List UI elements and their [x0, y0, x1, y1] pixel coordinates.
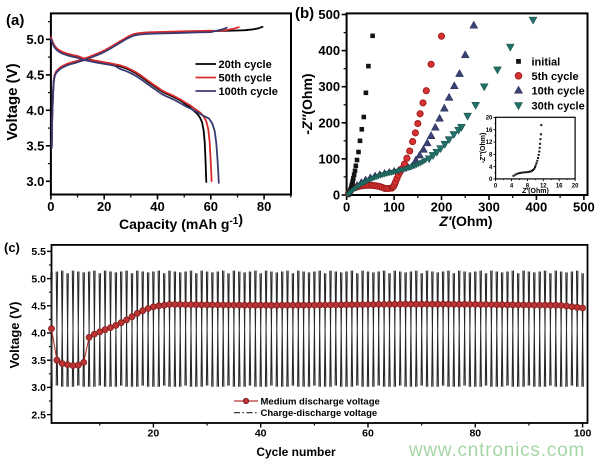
svg-text:80: 80 — [469, 428, 481, 440]
svg-text:100th cycle: 100th cycle — [219, 86, 278, 98]
svg-text:200: 200 — [318, 115, 340, 130]
svg-text:3.0: 3.0 — [31, 382, 46, 394]
svg-text:300: 300 — [318, 79, 340, 94]
svg-text:20th cycle: 20th cycle — [219, 59, 272, 71]
svg-text:www.cntronics.com: www.cntronics.com — [408, 440, 585, 461]
svg-text:4.0: 4.0 — [31, 328, 46, 340]
svg-text:(c): (c) — [4, 240, 20, 255]
svg-text:0: 0 — [333, 188, 340, 203]
svg-text:20: 20 — [572, 183, 579, 189]
svg-text:60: 60 — [362, 428, 374, 440]
svg-text:30th cycle: 30th cycle — [532, 100, 585, 112]
svg-text:4.0: 4.0 — [26, 103, 44, 118]
svg-text:300: 300 — [478, 200, 500, 215]
svg-text:200: 200 — [431, 200, 453, 215]
svg-text:400: 400 — [526, 200, 548, 215]
svg-text:8: 8 — [526, 183, 530, 189]
svg-text:100: 100 — [383, 200, 405, 215]
svg-text:50th cycle: 50th cycle — [219, 73, 272, 85]
svg-text:5.0: 5.0 — [31, 273, 46, 285]
svg-text:16: 16 — [556, 183, 563, 189]
svg-text:-Z″(Ohm): -Z″(Ohm) — [299, 73, 315, 134]
svg-text:20: 20 — [148, 428, 160, 440]
svg-text:0: 0 — [343, 200, 350, 215]
svg-text:100: 100 — [318, 151, 340, 166]
svg-text:0: 0 — [494, 183, 498, 189]
svg-text:400: 400 — [318, 43, 340, 58]
svg-text:Medium discharge voltage: Medium discharge voltage — [261, 397, 380, 408]
svg-text:500: 500 — [318, 7, 340, 22]
svg-text:5th cycle: 5th cycle — [532, 71, 579, 83]
svg-text:Z′(Ohm): Z′(Ohm) — [438, 213, 492, 229]
svg-text:5.5: 5.5 — [31, 246, 46, 258]
svg-text:4: 4 — [489, 165, 493, 171]
svg-text:2.5: 2.5 — [31, 409, 46, 421]
svg-text:4.5: 4.5 — [31, 301, 46, 313]
svg-text:12: 12 — [486, 140, 493, 146]
svg-text:20: 20 — [97, 199, 111, 214]
svg-text:0: 0 — [47, 199, 54, 214]
svg-text:Voltage (V): Voltage (V) — [7, 302, 22, 369]
svg-text:Cycle number: Cycle number — [256, 445, 336, 459]
svg-text:12: 12 — [540, 183, 547, 189]
svg-text:initial: initial — [532, 56, 561, 68]
svg-text:3.5: 3.5 — [26, 138, 44, 153]
svg-text:Charge-discharge voltage: Charge-discharge voltage — [261, 408, 378, 419]
svg-text:8: 8 — [489, 153, 493, 159]
svg-text:4.5: 4.5 — [26, 67, 44, 82]
svg-text:4: 4 — [510, 183, 514, 189]
svg-text:(b): (b) — [295, 5, 314, 22]
svg-text:Voltage (V): Voltage (V) — [4, 63, 21, 140]
svg-text:Z′(Ohm): Z′(Ohm) — [521, 188, 549, 195]
svg-text:20: 20 — [486, 116, 493, 122]
svg-text:16: 16 — [486, 128, 493, 134]
svg-text:80: 80 — [257, 199, 271, 214]
svg-text:10th cycle: 10th cycle — [532, 85, 585, 97]
svg-text:(a): (a) — [6, 12, 24, 29]
svg-text:Capacity (mAh g-1): Capacity (mAh g-1) — [119, 211, 243, 232]
svg-text:3.0: 3.0 — [26, 174, 44, 189]
svg-text:0: 0 — [489, 177, 493, 183]
svg-text:40: 40 — [255, 428, 267, 440]
svg-text:100: 100 — [574, 428, 592, 440]
svg-text:60: 60 — [204, 199, 218, 214]
svg-text:-Z″(Ohm): -Z″(Ohm) — [480, 133, 487, 164]
svg-text:500: 500 — [573, 200, 595, 215]
svg-text:5.0: 5.0 — [26, 32, 44, 47]
svg-text:3.5: 3.5 — [31, 355, 46, 367]
svg-text:40: 40 — [150, 199, 164, 214]
